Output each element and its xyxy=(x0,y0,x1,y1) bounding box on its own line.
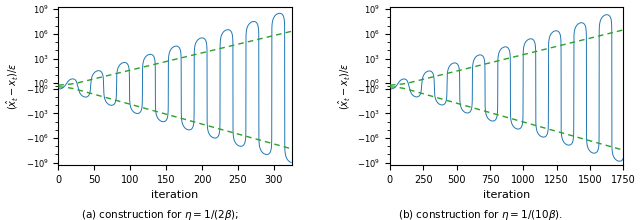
Y-axis label: $(\hat{x}_t - x_t)/\varepsilon$: $(\hat{x}_t - x_t)/\varepsilon$ xyxy=(4,62,20,110)
X-axis label: iteration: iteration xyxy=(483,191,531,200)
Text: (b) construction for $\eta = 1/(10\beta)$.: (b) construction for $\eta = 1/(10\beta)… xyxy=(397,208,563,220)
Text: (a) construction for $\eta = 1/(2\beta)$;: (a) construction for $\eta = 1/(2\beta)$… xyxy=(81,208,239,220)
X-axis label: iteration: iteration xyxy=(152,191,199,200)
Y-axis label: $(\hat{x}_t - x_t)/\varepsilon$: $(\hat{x}_t - x_t)/\varepsilon$ xyxy=(336,62,351,110)
